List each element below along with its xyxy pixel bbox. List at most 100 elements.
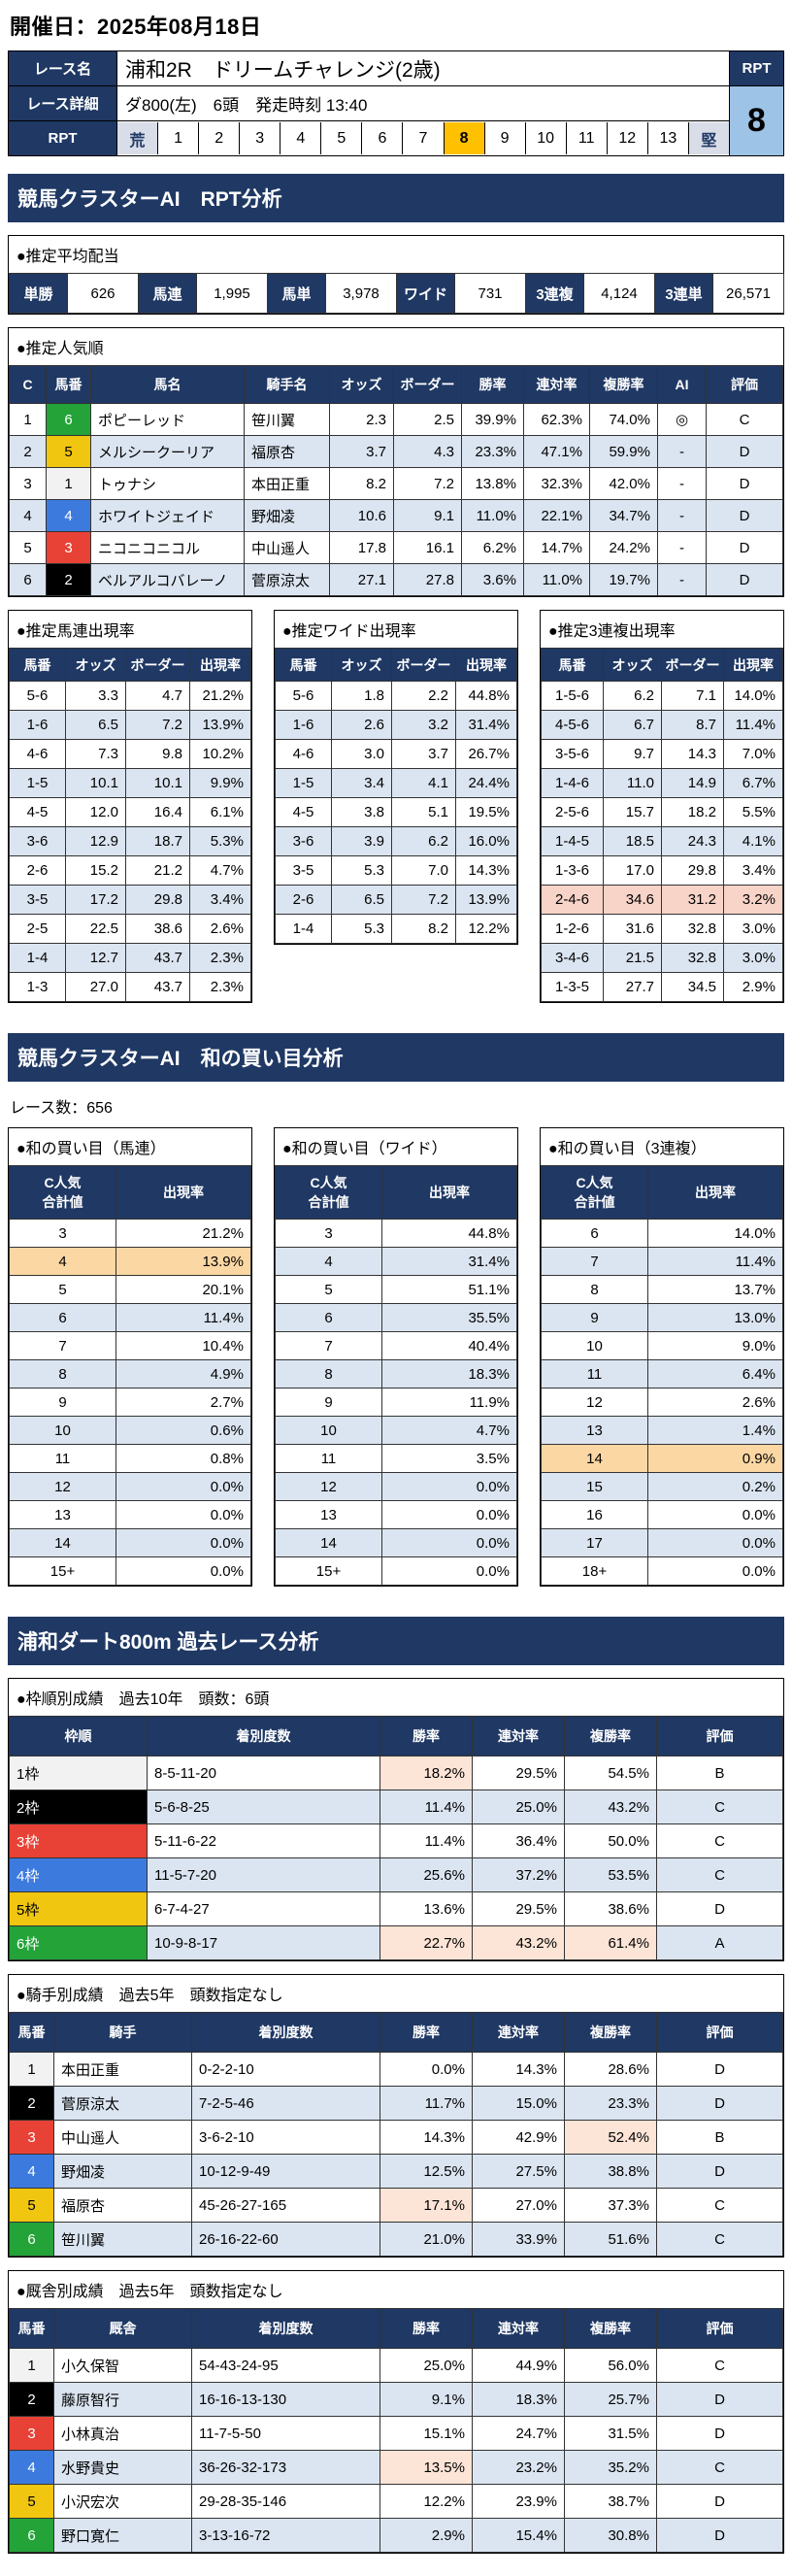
column-header: 騎手名 [244,365,330,404]
cell: 1-3-6 [541,855,604,886]
cell: 54.5% [564,1756,657,1790]
cell: 45-26-27-165 [191,2188,380,2223]
table-row: 1 小久保智 54-43-24-95 25.0% 44.9% 56.0% C [9,2348,783,2383]
cell: 1-2-6 [541,914,604,944]
table-row: 6 野口寛仁 3-13-16-72 2.9% 15.4% 30.8% D [9,2518,783,2553]
cell: 3 [9,2416,54,2451]
cell: 3.9 [331,826,392,856]
cell: 27.1 [329,563,394,596]
cell: D [706,531,783,564]
cell: 43.2% [564,1790,657,1824]
column-header: 勝率 [380,2308,473,2349]
rpt-strip-cell: 12 [606,122,647,154]
table-row: 2 菅原涼太 7-2-5-46 11.7% 15.0% 23.3% D [9,2086,783,2121]
table-row: 5 福原杏 45-26-27-165 17.1% 27.0% 37.3% C [9,2188,783,2223]
cell: 25.7% [564,2382,657,2417]
cell: 3.0% [723,943,783,973]
cell: 11-5-7-20 [147,1857,380,1892]
cell: D [656,2518,783,2553]
cell: 7.3 [65,739,126,769]
table-row: 3 21.2% [9,1219,251,1248]
table-row: 13 0.0% [275,1500,517,1529]
cell: 38.6 [125,914,190,944]
popularity-header-row: C 馬番 馬名 騎手名 オッズ ボーダー 勝率 連対率 複勝率 AI 評価 [9,365,783,404]
cell: 21.2 [125,855,190,886]
cell: 15.7 [603,797,662,827]
rpt-strip-row: RPT 荒 1 2 3 4 5 6 7 8 9 10 11 12 13 堅 [8,120,784,156]
cell: 4枠 [9,1857,148,1892]
cell: 3-5 [9,885,66,915]
cell: 5-6 [9,681,66,711]
column-header: 出現率 [455,648,517,682]
payout-box: ●推定平均配当 単勝 626 馬連 1,995 馬単 3,978 ワイド 731 3連複 4,12… [8,235,784,315]
cell: 2枠 [9,1790,148,1824]
column-header: C [9,365,47,404]
table-row: 5枠 6-7-4-27 13.6% 29.5% 38.6% D [9,1891,783,1926]
column-header: 騎手 [53,2012,192,2053]
cell: 43.2% [472,1925,565,1960]
cell: 0.6% [116,1416,251,1445]
cell: 中山遥人 [244,531,330,564]
cell: 3-6 [275,826,332,856]
cell: 14 [9,1528,116,1557]
cell: 11 [541,1359,648,1388]
cell: 15 [541,1472,648,1501]
column-header: ボーダー [125,648,190,682]
cell: 34.6 [603,885,662,915]
cell: 11.4% [647,1247,783,1276]
table-row: 3 小林真治 11-7-5-50 15.1% 24.7% 31.5% D [9,2416,783,2451]
cell: D [706,499,783,532]
rpt-strip-cell: 7 [402,122,443,154]
cell: C [656,1790,783,1824]
cell: 43.7 [125,972,190,1002]
cell: 4-5 [9,797,66,827]
column-header: 出現率 [116,1165,251,1220]
table-row: 9 11.9% [275,1388,517,1417]
cell: 59.9% [589,435,658,468]
wide-rate-table: 馬番 オッズ ボーダー 出現率 5-6 1.8 2.2 44.8% 1-6 2.6 3.2 31.4… [275,648,517,944]
wide-rate-title: ●推定ワイド出現率 [282,623,416,640]
cell: 1 [9,2348,54,2383]
cell: 0.8% [116,1444,251,1473]
cell: 0.0% [116,1528,251,1557]
column-header: 馬名 [90,365,245,404]
cell: 40.4% [381,1331,517,1360]
table-row: 9 13.0% [541,1303,783,1332]
cell: 13 [541,1416,648,1445]
cell: 6 [46,403,91,436]
payout-value: 1,995 [196,273,268,314]
cell: 10 [541,1331,648,1360]
cell: 14 [541,1444,648,1473]
cell: 34.7% [589,499,658,532]
rpt-strip-cell-selected: 8 [443,122,484,154]
cell: 25.6% [380,1857,473,1892]
jockey-stats-title: ●騎手別成績 過去5年 頭数指定なし [16,1988,283,2004]
cell: ホワイトジェイド [90,499,245,532]
cell: 11.0% [523,563,590,596]
cell: - [657,435,707,468]
cell: 28.6% [564,2052,657,2087]
cell: 32.8 [661,914,724,944]
race-detail-row: レース詳細 ダ800(左) 6頭 発走時刻 13:40 8 [8,85,784,156]
cell: 14.3 [661,739,724,769]
cell: 21.5 [603,943,662,973]
table-row: 4-5 3.8 5.1 19.5% [275,797,517,827]
cell: D [656,2052,783,2087]
cell: 15.1% [380,2416,473,2451]
cell: 2 [9,2086,54,2121]
cell: 16.1 [393,531,462,564]
cell: 9.1 [393,499,462,532]
cell: 4.1% [723,826,783,856]
cell: 37.3% [564,2188,657,2223]
cell: 野畑凌 [53,2154,192,2189]
cell: 0.0% [381,1556,517,1586]
cell: 0.0% [116,1500,251,1529]
cell: 5-6-8-25 [147,1790,380,1824]
umaren-rate-title: ●推定馬連出現率 [16,623,135,640]
column-header: 複勝率 [564,2012,657,2053]
table-row: 2-5 22.5 38.6 2.6% [9,914,251,944]
cell: 74.0% [589,403,658,436]
cell: 13 [9,1500,116,1529]
cell: 13.7% [647,1275,783,1304]
column-header: 出現率 [723,648,783,682]
